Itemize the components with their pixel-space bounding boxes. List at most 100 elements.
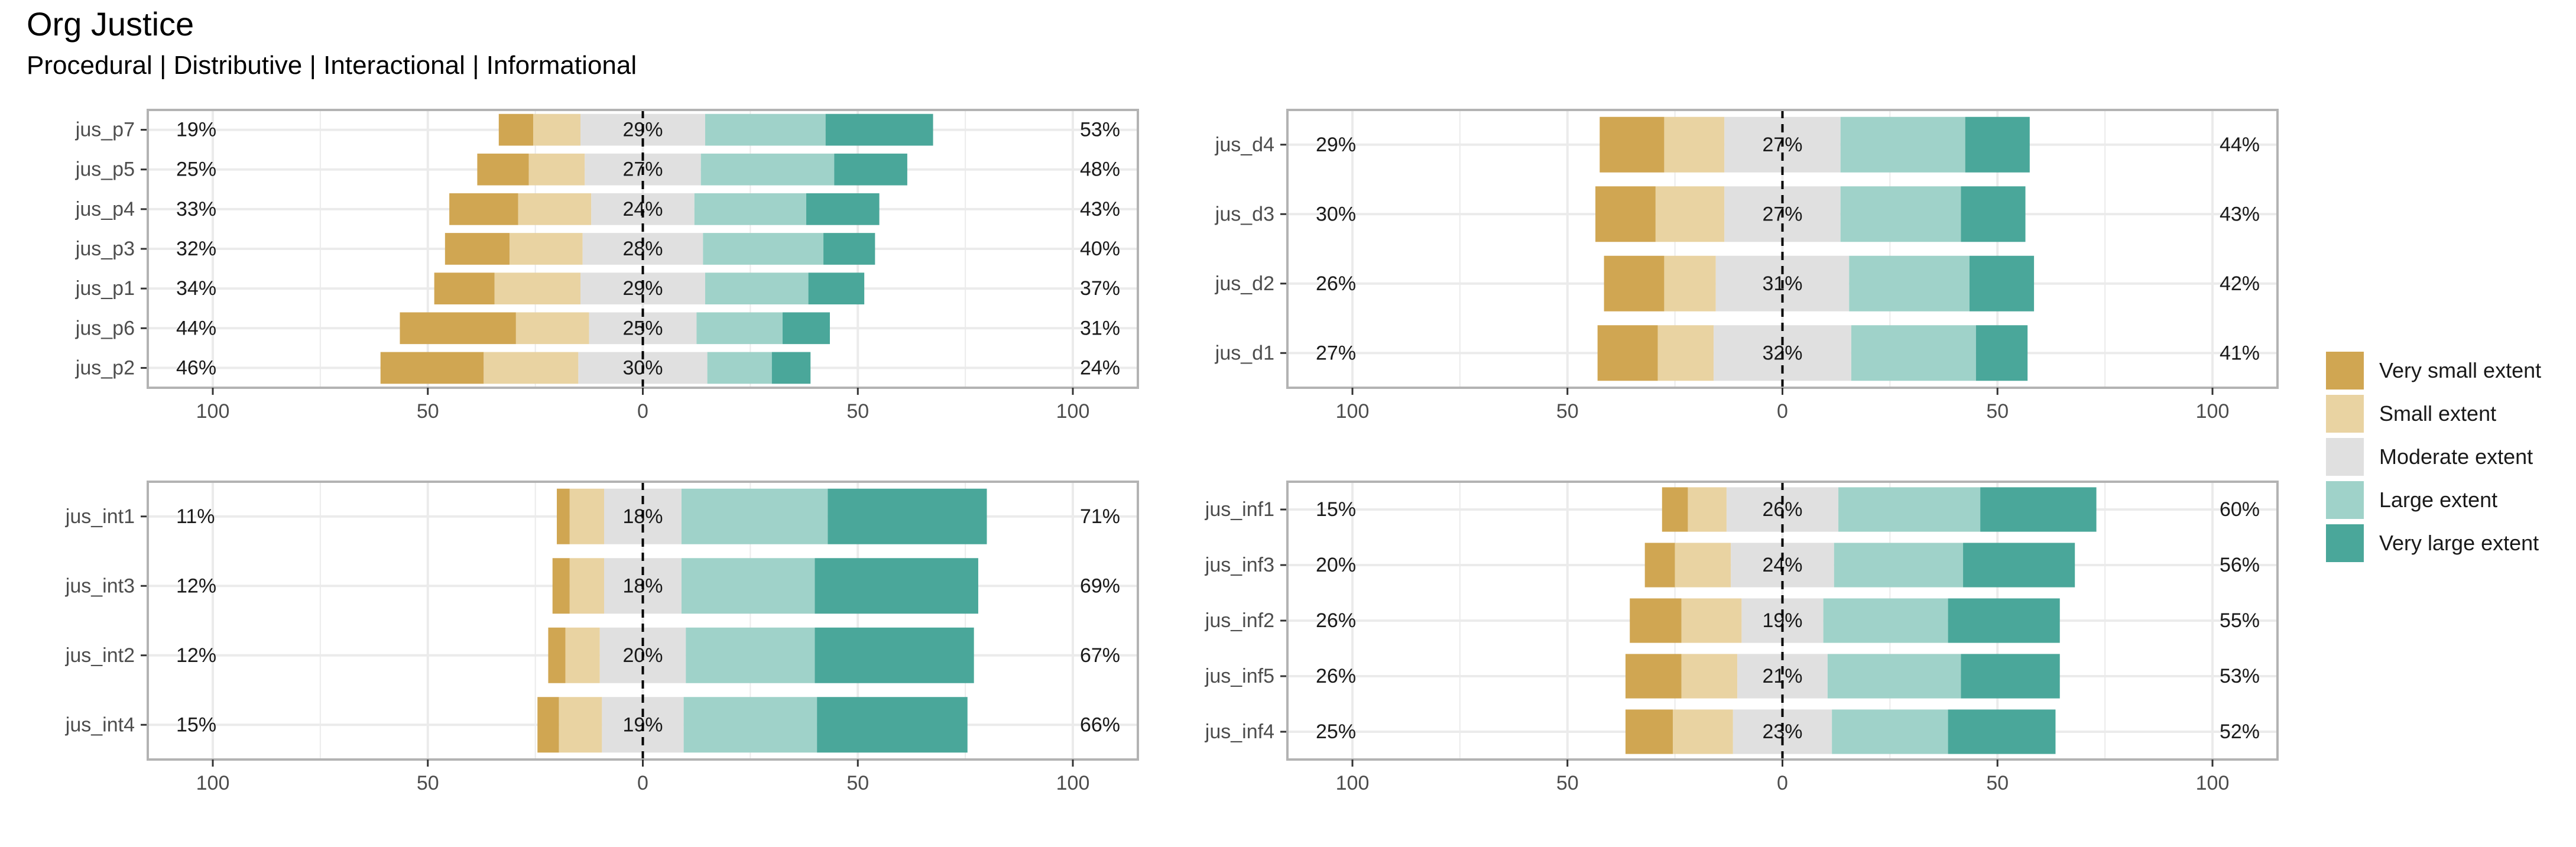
bar-segment [1834, 543, 1964, 588]
bar-segment [552, 558, 570, 614]
right-percent-label: 67% [1080, 644, 1120, 667]
category-label: jus_int2 [65, 644, 135, 667]
bar-segment [1975, 325, 2028, 381]
x-tick-label: 0 [637, 772, 648, 794]
bar-segment [705, 272, 809, 304]
bar-segment [1675, 543, 1731, 588]
left-percent-label: 25% [176, 158, 216, 181]
bar-segment [828, 488, 987, 544]
x-tick-label: 0 [1777, 400, 1788, 423]
category-label: jus_p4 [75, 198, 135, 220]
bar-segment [528, 153, 585, 186]
bar-segment [1731, 543, 1834, 588]
x-tick-label: 100 [1056, 772, 1090, 794]
x-tick-label: 100 [1056, 400, 1090, 423]
right-percent-label: 66% [1080, 713, 1120, 736]
bar-segment [498, 113, 533, 146]
category-label: jus_d2 [1215, 272, 1274, 295]
bar-segment [569, 488, 605, 544]
bar-segment [1657, 325, 1714, 381]
left-percent-label: 26% [1316, 665, 1356, 687]
legend-swatch-small [2326, 394, 2364, 433]
bar-segment [1644, 543, 1675, 588]
bar-segment [1849, 255, 1970, 311]
bar-segment [815, 627, 974, 683]
bar-segment [806, 193, 880, 225]
right-percent-label: 43% [1080, 198, 1120, 220]
right-percent-label: 48% [1080, 158, 1120, 181]
x-tick-label: 100 [2196, 400, 2230, 423]
right-percent-label: 60% [2220, 498, 2260, 521]
x-tick-label: 0 [637, 400, 648, 423]
x-tick-label: 0 [1777, 772, 1788, 794]
right-percent-label: 55% [2220, 609, 2260, 632]
bar-segment [445, 233, 510, 265]
bar-segment [1595, 186, 1656, 242]
x-tick-label: 50 [846, 400, 869, 423]
left-percent-label: 15% [176, 713, 216, 736]
left-percent-label: 44% [176, 317, 216, 339]
bar-segment [1840, 116, 1965, 173]
bar-segment [1965, 116, 2030, 173]
bar-segment [707, 352, 772, 384]
legend-item: Large extent [2326, 478, 2541, 521]
category-label: jus_inf1 [1205, 498, 1274, 521]
left-percent-label: 12% [176, 644, 216, 667]
bar-segment [1948, 709, 2056, 754]
bar-segment [823, 233, 875, 265]
right-percent-label: 43% [2220, 203, 2260, 225]
bar-segment [1662, 487, 1688, 532]
bar-segment [477, 153, 529, 186]
bar-segment [1600, 116, 1665, 173]
category-label: jus_p6 [75, 317, 135, 339]
right-percent-label: 37% [1080, 277, 1120, 300]
x-tick-label: 50 [1986, 400, 2009, 423]
bar-segment [569, 558, 605, 614]
legend-swatch-moderate [2326, 437, 2364, 476]
bar-segment [400, 312, 516, 345]
right-percent-label: 44% [2220, 134, 2260, 156]
category-label: jus_inf5 [1205, 665, 1274, 687]
category-label: jus_int1 [65, 505, 135, 528]
left-percent-label: 26% [1316, 272, 1356, 295]
category-label: jus_d1 [1215, 342, 1274, 364]
bar-segment [1838, 487, 1981, 532]
left-percent-label: 26% [1316, 609, 1356, 632]
bar-segment [815, 558, 978, 614]
x-tick-label: 100 [196, 772, 230, 794]
bar-segment [1597, 325, 1658, 381]
chart-title: Org Justice [27, 5, 194, 43]
category-label: jus_int3 [65, 575, 135, 597]
bar-segment [683, 697, 817, 753]
category-label: jus_inf2 [1205, 609, 1274, 632]
bar-segment [1851, 325, 1976, 381]
legend-label: Small extent [2379, 401, 2497, 426]
x-tick-label: 50 [417, 772, 439, 794]
bar-segment [1963, 543, 2075, 588]
bar-segment [1737, 654, 1828, 699]
left-percent-label: 25% [1316, 721, 1356, 743]
bar-segment [1604, 255, 1665, 311]
legend-item: Very small extent [2326, 349, 2541, 392]
legend-label: Very small extent [2379, 358, 2542, 382]
category-label: jus_p3 [75, 238, 135, 260]
bar-segment [771, 352, 811, 384]
legend: Very small extent Small extent Moderate … [2326, 349, 2541, 564]
right-percent-label: 31% [1080, 317, 1120, 339]
bar-segment [1832, 709, 1948, 754]
x-tick-label: 50 [417, 400, 439, 423]
category-label: jus_p5 [75, 158, 135, 181]
category-label: jus_int4 [65, 713, 135, 736]
bar-segment [565, 627, 600, 683]
bar-segment [834, 153, 907, 186]
bar-segment [449, 193, 518, 225]
category-label: jus_d4 [1215, 134, 1274, 156]
bar-segment [686, 627, 815, 683]
bar-segment [705, 113, 826, 146]
left-percent-label: 32% [176, 238, 216, 260]
right-percent-label: 41% [2220, 342, 2260, 364]
left-percent-label: 29% [1316, 134, 1356, 156]
bar-segment [1630, 598, 1682, 643]
bar-segment [1969, 255, 2035, 311]
category-label: jus_p1 [75, 277, 135, 300]
